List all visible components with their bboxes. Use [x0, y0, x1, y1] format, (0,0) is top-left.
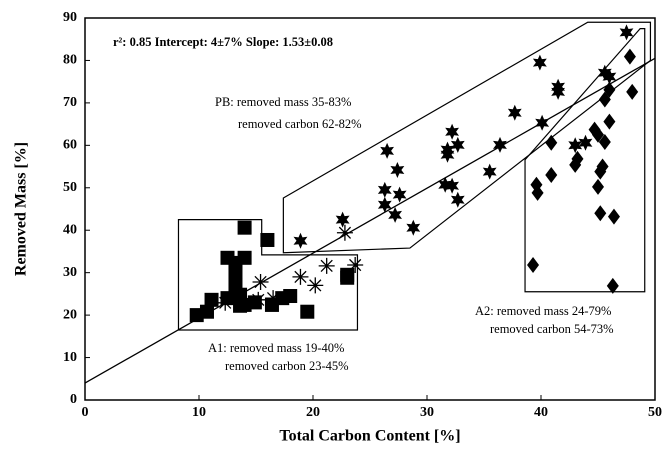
region — [524, 28, 646, 293]
y-tick-label: 80 — [63, 53, 77, 68]
marker-square — [233, 298, 248, 313]
marker-square — [340, 270, 355, 285]
marker-star — [507, 104, 522, 121]
marker-asterisk — [252, 274, 269, 291]
y-tick-label: 20 — [63, 307, 77, 322]
marker-star — [392, 186, 407, 203]
annotation: A1: removed mass 19-40% — [208, 341, 344, 355]
marker-star — [619, 24, 634, 41]
marker-star — [293, 232, 308, 249]
marker-star — [440, 146, 455, 163]
marker-star — [602, 68, 617, 85]
marker-diamond — [594, 163, 607, 180]
marker-star — [388, 206, 402, 223]
marker-square — [237, 220, 252, 235]
marker-star — [380, 142, 394, 159]
marker-diamond — [623, 48, 636, 65]
marker-square — [199, 304, 214, 319]
marker-asterisk — [250, 291, 267, 308]
plot-frame — [84, 17, 656, 401]
x-tick-label: 50 — [648, 405, 662, 420]
marker-asterisk — [217, 294, 234, 311]
marker-star — [445, 123, 459, 140]
marker-star — [390, 162, 405, 178]
marker-diamond — [569, 156, 582, 173]
marker-diamond — [531, 184, 544, 201]
marker-star — [377, 181, 392, 198]
marker-square — [228, 264, 243, 279]
marker-diamond — [598, 133, 611, 150]
marker-asterisk — [347, 257, 364, 274]
annotation: removed carbon 62-82% — [238, 117, 362, 131]
y-tick-label: 30 — [63, 265, 77, 280]
marker-star — [450, 136, 465, 153]
marker-star — [568, 137, 583, 154]
marker-star — [597, 64, 612, 81]
marker-diamond — [545, 134, 558, 151]
marker-asterisk — [292, 268, 309, 285]
marker-diamond — [626, 83, 639, 100]
x-tick-label: 0 — [82, 405, 89, 420]
marker-diamond — [603, 113, 616, 130]
y-tick-label: 40 — [63, 222, 77, 237]
marker-star — [445, 177, 459, 194]
y-tick-label: 50 — [63, 180, 77, 195]
marker-star — [493, 136, 507, 153]
marker-star — [482, 163, 497, 180]
marker-star — [438, 176, 453, 193]
annotation: PB: removed mass 35-83% — [215, 95, 351, 109]
marker-star — [551, 83, 565, 100]
y-tick-label: 90 — [63, 10, 77, 25]
x-tick-label: 20 — [306, 405, 320, 420]
marker-star — [578, 134, 593, 151]
fit-line — [84, 57, 656, 384]
marker-square — [237, 250, 252, 265]
marker-square — [300, 304, 315, 319]
y-tick-label: 70 — [63, 95, 77, 110]
marker-square — [260, 232, 275, 247]
marker-asterisk — [318, 257, 335, 274]
marker-diamond — [603, 81, 616, 98]
marker-diamond — [545, 167, 558, 184]
annotation: A2: removed mass 24-79% — [475, 304, 611, 318]
marker-square — [283, 289, 298, 304]
marker-star — [535, 114, 550, 131]
y-tick-label: 0 — [70, 392, 77, 407]
marker-diamond — [594, 205, 607, 222]
x-tick-label: 10 — [192, 405, 206, 420]
marker-star — [335, 211, 350, 228]
marker-square — [204, 292, 219, 307]
y-tick-label: 10 — [63, 350, 77, 365]
x-tick-label: 30 — [420, 405, 434, 420]
annotation: removed carbon 54-73% — [490, 322, 614, 336]
y-tick-label: 60 — [63, 138, 77, 153]
marker-diamond — [607, 208, 620, 225]
y-axis-label: Removed Mass [%] — [13, 142, 30, 276]
marker-asterisk — [336, 224, 353, 241]
x-tick-label: 40 — [534, 405, 548, 420]
fit-text: r²: 0.85 Intercept: 4±7% Slope: 1.53±0.0… — [113, 35, 333, 49]
marker-diamond — [592, 126, 604, 143]
marker-star — [532, 54, 547, 71]
marker-diamond — [592, 178, 604, 195]
marker-star — [450, 191, 465, 208]
marker-asterisk — [265, 290, 282, 307]
x-axis-label: Total Carbon Content [%] — [279, 428, 460, 445]
marker-diamond — [606, 277, 619, 294]
annotation: removed carbon 23-45% — [225, 359, 349, 373]
marker-diamond — [527, 257, 540, 274]
marker-asterisk — [307, 277, 324, 294]
marker-star — [406, 219, 421, 236]
marker-star — [377, 196, 392, 213]
